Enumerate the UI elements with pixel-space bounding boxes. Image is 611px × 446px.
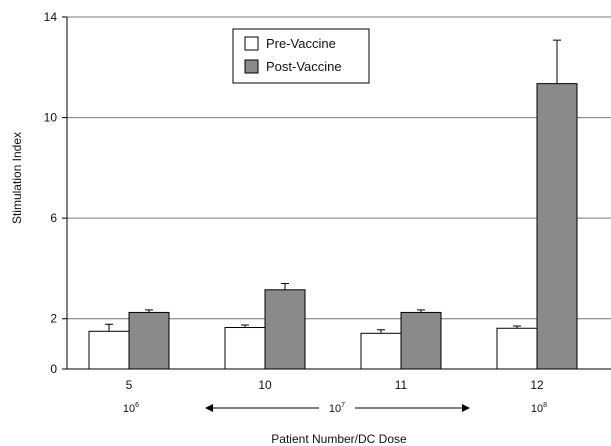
- gridlines: [67, 16, 611, 320]
- dose-label-1: 106: [123, 402, 139, 415]
- legend-label-pre-vaccine: Pre-Vaccine: [266, 36, 336, 51]
- y-tick-label-14: 14: [44, 10, 58, 24]
- y-tick-label-0: 0: [50, 362, 57, 376]
- y-axis-title: Stimulation Index: [10, 132, 24, 224]
- legend: Pre-Vaccine Post-Vaccine: [232, 28, 370, 84]
- bar-pre-vaccine-5: [88, 330, 130, 370]
- legend-swatch-pre-vaccine: [244, 36, 259, 51]
- x-tick-label-10: 10: [258, 378, 272, 392]
- bar-post-vaccine-12: [536, 83, 578, 370]
- x-tick-label-5: 5: [126, 378, 133, 392]
- bar-pre-vaccine-12: [496, 327, 538, 370]
- x-tick-label-11: 11: [395, 378, 408, 392]
- dose-label-2: 107: [329, 402, 345, 415]
- y-tick-label-2: 2: [50, 312, 57, 326]
- x-axis-title: Patient Number/DC Dose: [271, 432, 407, 446]
- dose-arrow-left-head: [205, 404, 213, 412]
- y-tick-label-6: 6: [50, 211, 57, 225]
- dose-arrow-right-head: [462, 404, 470, 412]
- bar-pre-vaccine-11: [360, 332, 402, 370]
- bars: [88, 39, 578, 370]
- axes: 0 2 6 10 14 5 10 11 12: [44, 10, 611, 392]
- legend-swatch-post-vaccine: [244, 59, 259, 74]
- legend-label-post-vaccine: Post-Vaccine: [266, 59, 342, 74]
- x-tick-label-12: 12: [530, 378, 544, 392]
- bar-pre-vaccine-10: [224, 327, 266, 370]
- bar-post-vaccine-5: [128, 311, 170, 370]
- dose-label-3: 108: [531, 402, 547, 415]
- bar-post-vaccine-10: [264, 289, 306, 370]
- dose-row: 106 107 108: [123, 402, 547, 415]
- y-tick-label-10: 10: [44, 111, 58, 125]
- bar-post-vaccine-11: [400, 311, 442, 370]
